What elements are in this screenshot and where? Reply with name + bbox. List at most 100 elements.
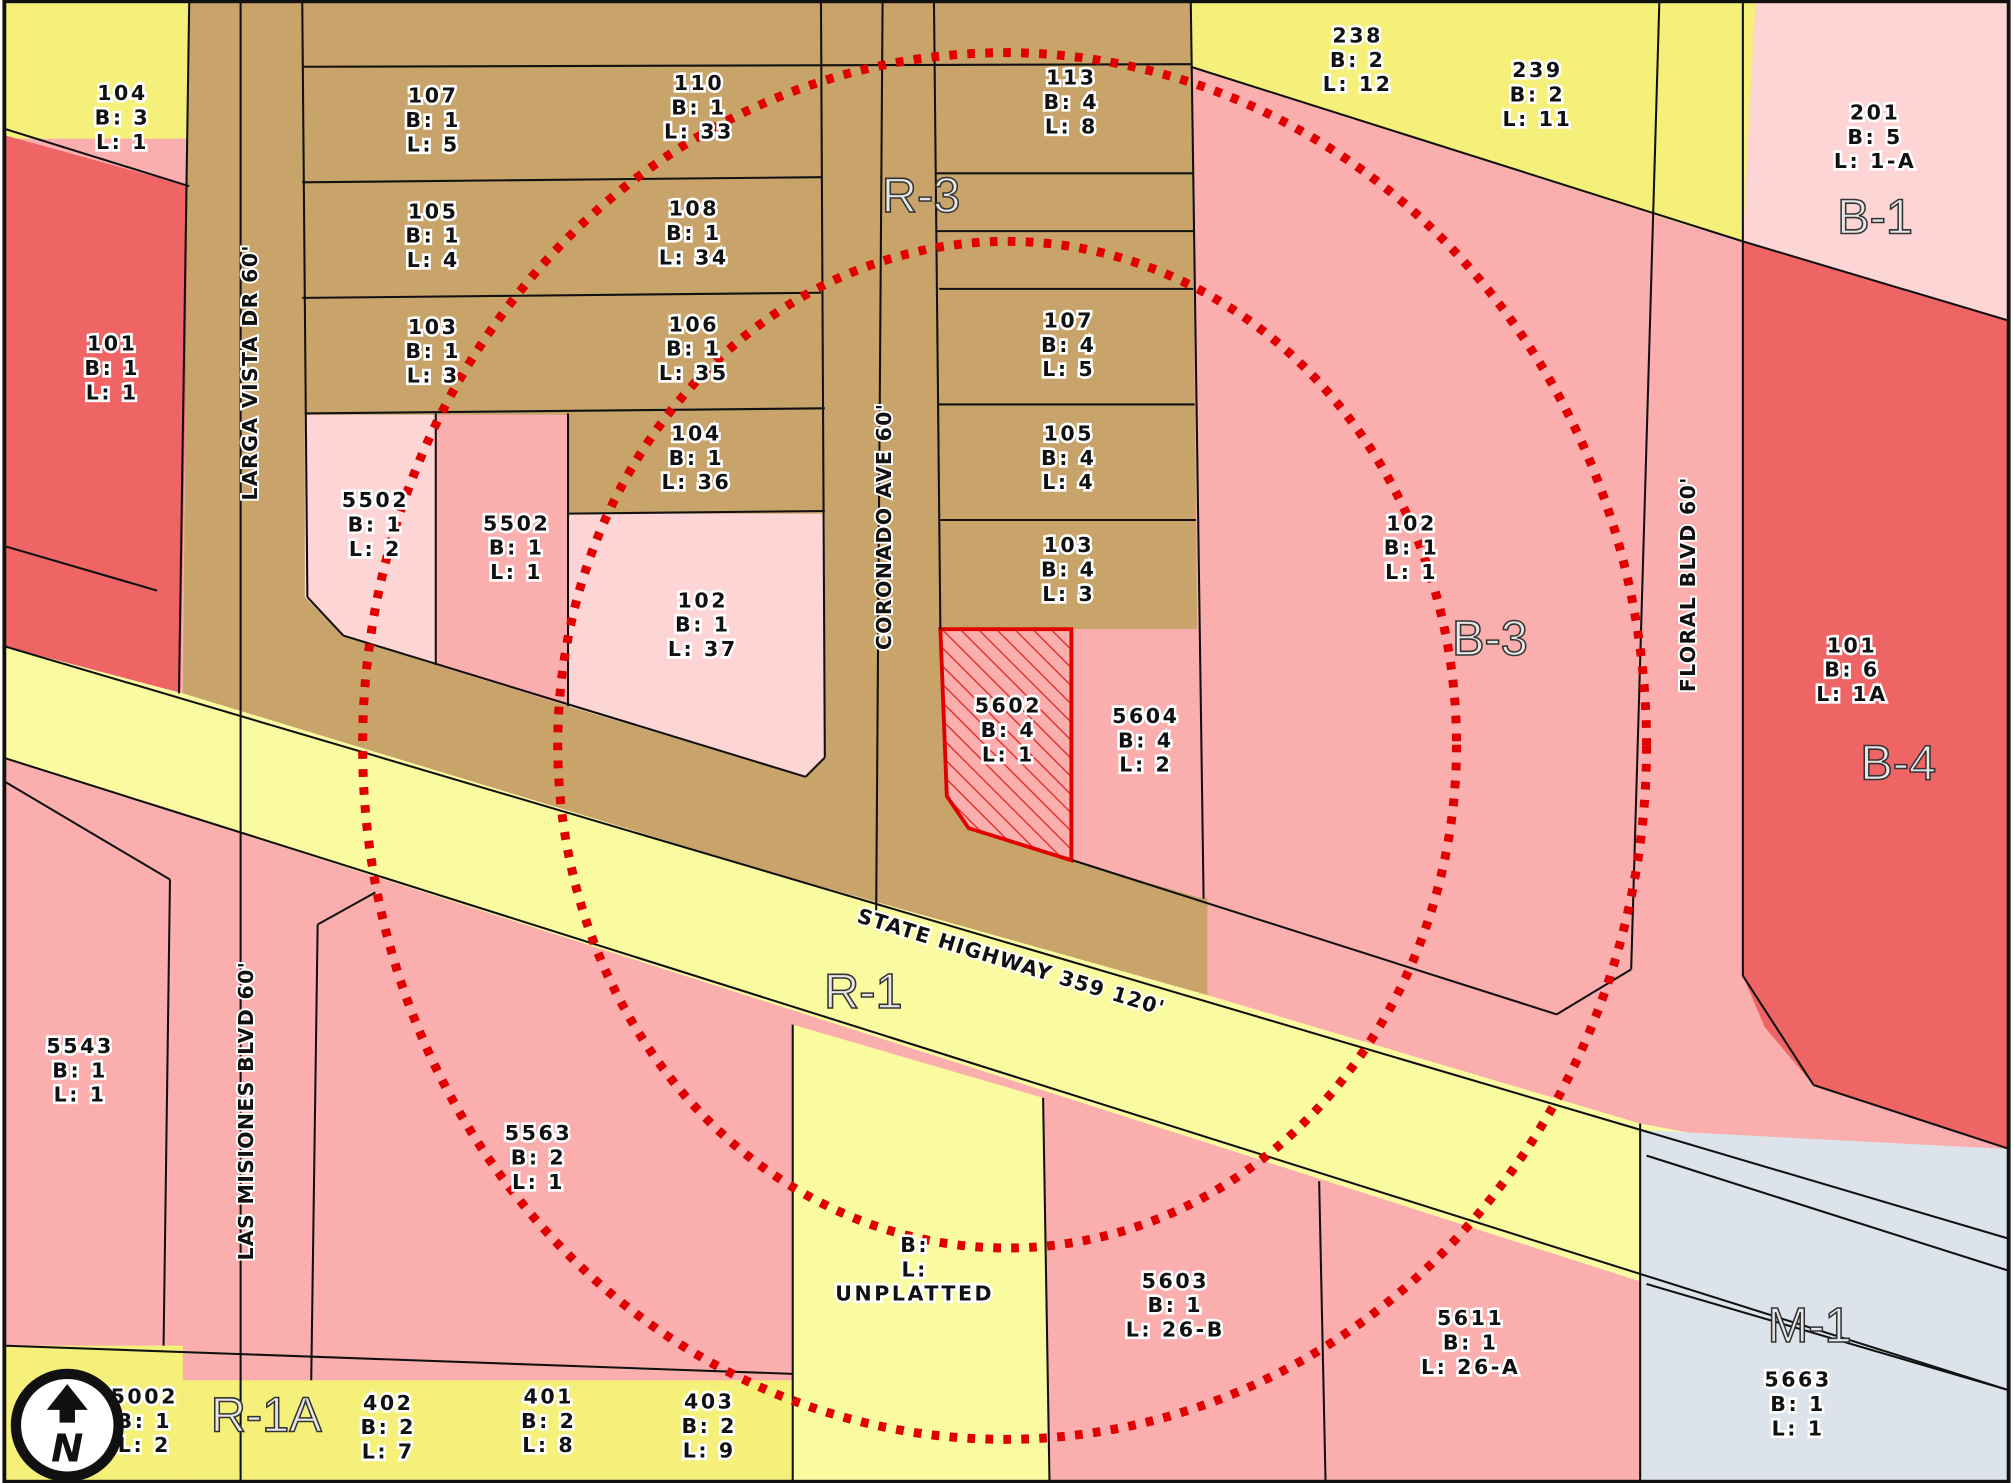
parcel-label: B: 6 bbox=[1824, 658, 1880, 682]
parcel-label: L: 1 bbox=[982, 742, 1035, 766]
parcel-label: 5563 bbox=[505, 1121, 572, 1145]
parcel-label: L: 34 bbox=[659, 246, 729, 270]
street-label: LAS MISIONES BLVD 60' bbox=[234, 961, 258, 1261]
parcel-label: L: 12 bbox=[1323, 72, 1393, 96]
parcel-label: 105 bbox=[1043, 421, 1094, 445]
parcel-label: B: 1 bbox=[84, 356, 140, 380]
zone-label: R-1A bbox=[211, 1389, 323, 1443]
parcel-label: L: 2 bbox=[349, 537, 402, 561]
north-label: N bbox=[51, 1426, 83, 1471]
parcel-label: B: 2 bbox=[1510, 82, 1566, 106]
parcel-label: 5543 bbox=[46, 1034, 113, 1058]
parcel-label: L: 1 bbox=[512, 1170, 565, 1194]
parcel-label: 104 bbox=[671, 421, 722, 445]
parcel-label: B: bbox=[900, 1233, 929, 1257]
zone-label: B-1 bbox=[1837, 191, 1913, 245]
parcel-label: UNPLATTED bbox=[835, 1282, 994, 1306]
parcel-label: 403 bbox=[684, 1390, 735, 1414]
parcel-label: L: 3 bbox=[1042, 582, 1095, 606]
parcel-label: 5611 bbox=[1437, 1306, 1504, 1330]
parcel-label: L: 1 bbox=[490, 560, 543, 584]
parcel-label: L: 1 bbox=[86, 380, 139, 404]
parcel-label: B: 1 bbox=[671, 95, 727, 119]
parcel-label: B: 2 bbox=[511, 1146, 567, 1170]
parcel-label: L: 8 bbox=[522, 1433, 575, 1457]
parcel-label: L: 2 bbox=[118, 1433, 171, 1457]
parcel-label: B: 2 bbox=[681, 1414, 737, 1438]
parcel-label: L: bbox=[901, 1257, 927, 1281]
parcel-label: L: 26-B bbox=[1126, 1318, 1225, 1342]
parcel-label: B: 4 bbox=[1041, 446, 1097, 470]
parcel-label: L: 11 bbox=[1502, 107, 1572, 131]
zone-label: M-1 bbox=[1768, 1299, 1852, 1353]
parcel-label: L: 35 bbox=[659, 361, 729, 385]
street-label: FLORAL BLVD 60' bbox=[1676, 476, 1700, 692]
parcel-label: 5604 bbox=[1112, 704, 1179, 728]
parcel-label: B: 4 bbox=[1044, 90, 1100, 114]
parcel-label: L: 2 bbox=[1119, 753, 1172, 777]
parcel-label: L: 8 bbox=[1045, 115, 1098, 139]
parcel-label: L: 33 bbox=[664, 120, 734, 144]
parcel-label: L: 1A bbox=[1816, 682, 1887, 706]
parcel-label: L: 26-A bbox=[1421, 1355, 1520, 1379]
zone-label: B-4 bbox=[1860, 736, 1936, 790]
parcel-label: B: 1 bbox=[405, 108, 461, 132]
street-label: LARGA VISTA DR 60' bbox=[238, 244, 262, 500]
zoning-map: 104B: 3L: 1107B: 1L: 5110B: 1L: 33113B: … bbox=[0, 0, 2013, 1483]
zone-label: R-1 bbox=[824, 965, 903, 1019]
parcel-label: B: 3 bbox=[95, 106, 151, 130]
parcel-label: 5002 bbox=[111, 1384, 178, 1408]
parcel-label: L: 5 bbox=[407, 133, 460, 157]
parcel-label: 5502 bbox=[342, 488, 409, 512]
parcel-label: B: 4 bbox=[981, 718, 1037, 742]
zone-label: R-3 bbox=[882, 169, 961, 223]
parcel-label: B: 1 bbox=[675, 613, 731, 637]
parcel-label: L: 1 bbox=[96, 130, 149, 154]
parcel-label: L: 1 bbox=[1385, 560, 1438, 584]
parcel-label: B: 1 bbox=[1443, 1330, 1499, 1354]
parcel-label: L: 37 bbox=[668, 637, 738, 661]
parcel-label: L: 1-A bbox=[1834, 149, 1917, 173]
parcel-label: B: 2 bbox=[360, 1415, 416, 1439]
parcel-label: 107 bbox=[1043, 308, 1094, 332]
parcel-label: L: 5 bbox=[1042, 357, 1095, 381]
parcel-label: 238 bbox=[1332, 23, 1383, 47]
parcel-label: L: 36 bbox=[661, 470, 731, 494]
parcel-label: 5603 bbox=[1142, 1269, 1209, 1293]
parcel-label: L: 9 bbox=[683, 1438, 736, 1462]
parcel-label: 401 bbox=[523, 1384, 574, 1408]
parcel-label: B: 4 bbox=[1041, 333, 1097, 357]
parcel-label: 102 bbox=[1386, 511, 1437, 535]
parcel-label: 5663 bbox=[1764, 1368, 1831, 1392]
parcel-label: 103 bbox=[1043, 533, 1094, 557]
parcel-label: 107 bbox=[408, 84, 459, 108]
parcel-area bbox=[3, 135, 189, 694]
parcel-label: B: 1 bbox=[405, 339, 461, 363]
parcel-label: B: 1 bbox=[669, 446, 725, 470]
parcel-label: 105 bbox=[408, 199, 459, 223]
parcel-label: B: 1 bbox=[52, 1058, 108, 1082]
parcel-label: 5602 bbox=[975, 694, 1042, 718]
parcel-label: 402 bbox=[363, 1391, 414, 1415]
street-label: CORONADO AVE 60' bbox=[872, 403, 896, 650]
parcel-label: 201 bbox=[1850, 100, 1901, 124]
parcel-label: B: 4 bbox=[1118, 728, 1174, 752]
parcel-label: 101 bbox=[1827, 633, 1878, 657]
parcel-label: B: 1 bbox=[666, 221, 722, 245]
north-arrow: N bbox=[16, 1374, 119, 1477]
parcel-label: B: 1 bbox=[1770, 1392, 1826, 1416]
parcel-label: 103 bbox=[408, 315, 459, 339]
parcel-label: L: 1 bbox=[1772, 1416, 1825, 1440]
parcel-label: L: 7 bbox=[362, 1440, 415, 1464]
parcel-label: B: 1 bbox=[117, 1409, 173, 1433]
parcel-label: 104 bbox=[97, 81, 148, 105]
parcel-label: L: 1 bbox=[54, 1083, 107, 1107]
parcel-label: 239 bbox=[1512, 58, 1563, 82]
parcel-label: 5502 bbox=[483, 511, 550, 535]
parcel-label: B: 5 bbox=[1847, 125, 1903, 149]
parcel-label: 101 bbox=[87, 332, 138, 356]
parcel-label: 113 bbox=[1046, 66, 1097, 90]
parcel-label: B: 1 bbox=[348, 513, 404, 537]
parcel-label: L: 3 bbox=[407, 364, 460, 388]
parcel-label: B: 1 bbox=[1148, 1293, 1204, 1317]
